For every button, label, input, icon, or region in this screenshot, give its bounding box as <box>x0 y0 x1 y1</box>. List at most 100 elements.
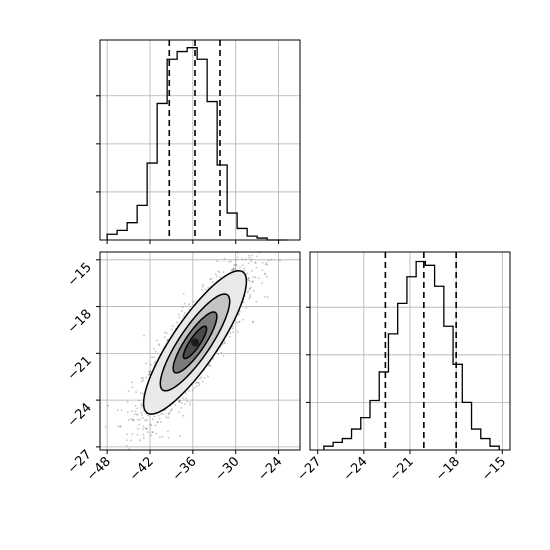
scatter-point <box>182 414 185 417</box>
scatter-point <box>231 327 234 330</box>
scatter-point <box>201 380 204 383</box>
scatter-point <box>174 404 177 406</box>
scatter-point <box>247 262 250 265</box>
scatter-point <box>265 275 268 278</box>
scatter-point <box>134 404 137 407</box>
scatter-point <box>250 260 252 263</box>
scatter-point <box>251 281 254 284</box>
scatter-point <box>136 413 139 416</box>
scatter-point <box>243 267 246 270</box>
scatter-point <box>241 257 244 260</box>
scatter-point <box>217 353 220 355</box>
scatter-point <box>193 386 196 389</box>
scatter-point <box>133 413 136 416</box>
scatter-point <box>255 300 258 303</box>
scatter-point <box>181 310 183 312</box>
scatter-point <box>239 266 241 269</box>
scatter-point <box>224 341 227 344</box>
scatter-point <box>205 288 207 291</box>
scatter-point <box>254 262 257 265</box>
scatter-point <box>179 399 182 402</box>
scatter-point <box>142 428 144 430</box>
scatter-point <box>153 415 156 418</box>
scatter-point <box>238 312 241 315</box>
scatter-point <box>208 364 211 367</box>
scatter-point <box>185 392 187 395</box>
scatter-point <box>116 425 119 428</box>
histogram-step-line <box>323 260 500 450</box>
scatter-point <box>125 444 128 447</box>
scatter-point <box>238 321 241 323</box>
scatter-point <box>155 432 158 435</box>
scatter-point <box>141 414 143 417</box>
axes-frame <box>99 39 301 241</box>
scatter-point <box>245 307 248 309</box>
scatter-point <box>167 412 170 415</box>
scatter-point <box>263 272 266 275</box>
scatter-point <box>246 272 249 275</box>
scatter-point <box>150 424 153 427</box>
scatter-point <box>132 418 135 421</box>
scatter-point <box>203 376 206 379</box>
scatter-point <box>169 410 172 413</box>
scatter-point <box>252 289 255 292</box>
scatter-point <box>195 385 198 388</box>
scatter-point <box>182 292 185 295</box>
scatter-point <box>183 312 186 314</box>
scatter-point <box>140 404 143 407</box>
scatter-point <box>207 286 210 289</box>
scatter-point <box>164 331 166 334</box>
scatter-point <box>166 339 168 342</box>
scatter-point <box>241 264 244 267</box>
scatter-point <box>126 439 128 442</box>
scatter-point <box>126 411 129 414</box>
scatter-point <box>178 316 181 319</box>
scatter-point <box>221 343 224 345</box>
scatter-point <box>171 328 173 331</box>
scatter-point <box>258 277 260 280</box>
scatter-point <box>136 413 139 416</box>
scatter-point <box>266 263 269 266</box>
scatter-point <box>248 288 251 291</box>
scatter-point <box>145 427 147 430</box>
scatter-point <box>171 325 174 328</box>
scatter-point <box>140 391 142 394</box>
scatter-point <box>217 270 219 273</box>
scatter-point <box>138 399 141 402</box>
scatter-point <box>233 264 236 266</box>
scatter-point <box>264 263 267 266</box>
scatter-point <box>254 261 257 264</box>
scatter-point <box>142 437 145 439</box>
scatter-point <box>163 336 166 339</box>
scatter-point <box>187 390 190 392</box>
scatter-point <box>255 266 258 269</box>
scatter-point <box>131 381 133 384</box>
scatter-point <box>142 433 145 436</box>
scatter-point <box>248 287 251 290</box>
scatter-point <box>248 297 251 300</box>
scatter-point <box>256 255 258 258</box>
scatter-point <box>210 277 213 280</box>
scatter-point <box>266 296 269 298</box>
scatter-point <box>195 381 198 384</box>
scatter-point <box>145 419 148 422</box>
scatter-point <box>161 435 164 438</box>
scatter-point <box>247 279 250 282</box>
scatter-point <box>145 427 148 430</box>
scatter-point <box>134 410 137 413</box>
scatter-point <box>148 373 151 376</box>
scatter-point <box>141 380 143 383</box>
scatter-point <box>188 303 190 306</box>
scatter-point <box>136 433 139 436</box>
scatter-point <box>137 427 139 430</box>
scatter-point <box>215 275 218 278</box>
scatter-point <box>161 413 164 415</box>
histogram-step-line <box>106 47 288 241</box>
scatter-point <box>223 257 226 260</box>
scatter-point <box>201 283 204 286</box>
scatter-point <box>142 376 145 379</box>
scatter-point <box>252 276 255 278</box>
scatter-point <box>209 365 212 368</box>
scatter-point <box>178 401 181 404</box>
